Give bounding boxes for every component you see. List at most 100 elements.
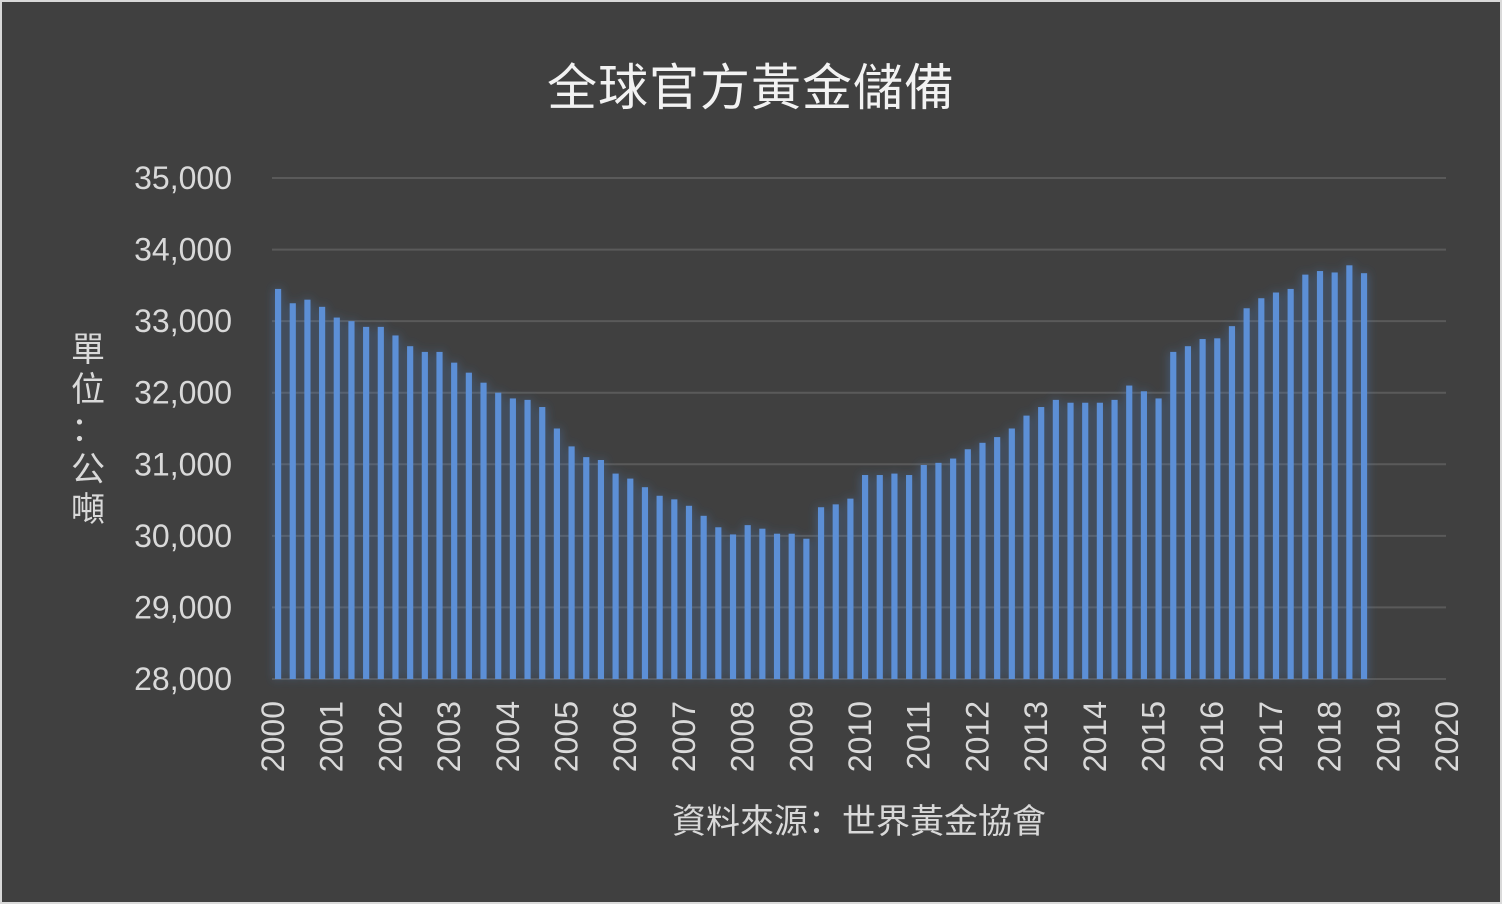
bar bbox=[436, 351, 443, 679]
x-tick-label: 2007 bbox=[666, 701, 702, 772]
y-axis-label-char: 公 bbox=[71, 450, 105, 490]
bar bbox=[744, 525, 751, 679]
bar bbox=[817, 507, 825, 679]
bar bbox=[289, 303, 296, 679]
bar bbox=[1258, 298, 1265, 679]
bar bbox=[1199, 339, 1206, 679]
bar bbox=[979, 442, 986, 679]
bar bbox=[773, 533, 781, 679]
bar bbox=[994, 437, 1001, 679]
bar bbox=[1360, 273, 1368, 679]
bar bbox=[1170, 351, 1177, 679]
bar bbox=[377, 326, 384, 679]
bar bbox=[862, 475, 869, 679]
x-tick-label: 2004 bbox=[490, 701, 526, 772]
bar bbox=[319, 306, 326, 679]
bar bbox=[304, 299, 311, 679]
bar bbox=[1155, 398, 1162, 679]
y-tick-labels: 35,000 34,000 33,000 32,000 31,000 30,000 29,0… bbox=[134, 160, 232, 697]
x-tick-label: 2015 bbox=[1136, 701, 1172, 772]
bar bbox=[1316, 271, 1324, 679]
bar bbox=[891, 473, 898, 679]
y-tick-label: 34,000 bbox=[134, 232, 232, 268]
bar bbox=[1052, 399, 1059, 679]
bar bbox=[509, 398, 516, 679]
bar bbox=[1302, 274, 1309, 679]
x-tick-label: 2018 bbox=[1312, 701, 1348, 772]
bar bbox=[1346, 265, 1353, 679]
y-tick-label: 33,000 bbox=[134, 303, 232, 339]
bar bbox=[1038, 407, 1045, 679]
bar bbox=[671, 499, 678, 679]
bar bbox=[950, 458, 957, 679]
bar bbox=[685, 505, 693, 679]
bar bbox=[495, 392, 502, 679]
bar bbox=[1082, 402, 1089, 679]
bar bbox=[1228, 326, 1236, 679]
bar bbox=[1214, 338, 1221, 679]
bar bbox=[524, 399, 531, 679]
bar bbox=[480, 382, 487, 679]
bar bbox=[876, 475, 883, 679]
x-tick-label: 2002 bbox=[372, 701, 408, 772]
bar bbox=[597, 459, 605, 679]
y-tick-label: 32,000 bbox=[134, 375, 232, 411]
bar bbox=[803, 538, 810, 679]
bar bbox=[1023, 415, 1030, 679]
bar bbox=[333, 317, 340, 679]
x-tick-label: 2006 bbox=[607, 701, 643, 772]
bar bbox=[275, 288, 282, 679]
bar bbox=[847, 498, 854, 679]
x-tick-label: 2019 bbox=[1370, 701, 1406, 772]
bar bbox=[612, 473, 619, 679]
bar bbox=[1243, 308, 1250, 679]
x-tick-label: 2014 bbox=[1077, 701, 1113, 772]
x-tick-label: 2016 bbox=[1194, 701, 1230, 772]
bar bbox=[407, 346, 414, 679]
bar bbox=[348, 321, 355, 679]
x-tick-label: 2005 bbox=[549, 701, 585, 772]
y-axis-label-char: 單 bbox=[71, 330, 105, 370]
chart-title: 全球官方黃金儲備 bbox=[547, 59, 955, 117]
bar bbox=[788, 533, 795, 679]
bar bbox=[729, 534, 737, 679]
bar bbox=[1272, 292, 1280, 679]
bar bbox=[1287, 288, 1294, 679]
y-tick-label: 31,000 bbox=[134, 446, 232, 482]
bar bbox=[1126, 385, 1133, 679]
bar bbox=[583, 457, 590, 679]
bar bbox=[1331, 272, 1338, 679]
x-tick-labels: 2000 2001 2002 2003 2004 2005 2006 2007 2008 2009… bbox=[255, 701, 1465, 772]
bar bbox=[465, 372, 472, 679]
y-axis-label-char: 噸 bbox=[71, 490, 105, 530]
y-axis-label: 單位：公噸 bbox=[64, 330, 112, 530]
bar bbox=[935, 462, 942, 679]
y-axis-label-char: ： bbox=[71, 410, 105, 450]
bar bbox=[568, 446, 575, 679]
x-tick-label: 2011 bbox=[901, 701, 937, 770]
bar bbox=[1111, 399, 1118, 679]
bar bbox=[832, 504, 839, 679]
bars bbox=[275, 265, 1368, 679]
bar bbox=[1140, 391, 1147, 679]
gridlines bbox=[272, 177, 1446, 680]
bar bbox=[759, 528, 766, 679]
bar bbox=[421, 351, 428, 679]
bar bbox=[906, 475, 913, 679]
bar bbox=[451, 362, 458, 679]
x-tick-label: 2012 bbox=[959, 701, 995, 772]
x-tick-label: 2009 bbox=[783, 701, 819, 772]
bar bbox=[964, 449, 971, 679]
bar bbox=[1096, 402, 1103, 679]
bar bbox=[392, 335, 399, 679]
x-tick-label: 2003 bbox=[431, 701, 467, 772]
x-tick-label: 2017 bbox=[1253, 701, 1289, 772]
bar bbox=[656, 495, 663, 679]
bar bbox=[715, 527, 722, 679]
bar bbox=[539, 407, 546, 679]
bar bbox=[641, 487, 649, 679]
x-tick-label: 2000 bbox=[255, 701, 291, 772]
bar bbox=[700, 515, 707, 679]
bar bbox=[1184, 346, 1192, 679]
